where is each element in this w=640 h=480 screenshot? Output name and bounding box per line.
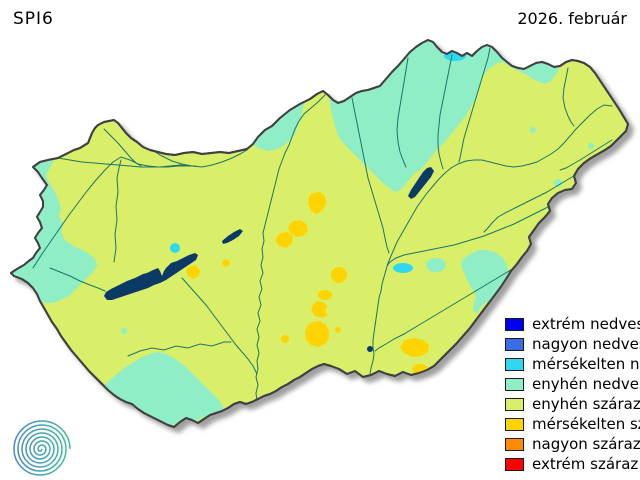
hungaromet-spiral-logo xyxy=(13,420,71,476)
dry-dot xyxy=(222,259,230,267)
legend-item: enyhén nedves xyxy=(505,374,640,394)
legend-item: extrém száraz xyxy=(505,454,640,474)
legend-swatch-extreme-wet xyxy=(505,317,524,331)
legend-label: nagyon nedves xyxy=(532,335,640,353)
river-zagyva xyxy=(351,97,390,254)
dry-patch xyxy=(311,301,328,318)
wet-dot xyxy=(530,127,536,133)
legend-item: extrém nedves xyxy=(505,314,640,334)
river-tisza xyxy=(369,104,613,375)
wet-dot xyxy=(588,143,594,149)
legend-swatch-moderately-dry xyxy=(505,417,524,431)
river-rabca xyxy=(57,157,191,168)
legend-label: extrém nedves xyxy=(532,315,640,333)
legend-swatch-very-wet xyxy=(505,337,524,351)
rivers xyxy=(32,47,613,402)
moderately-wet-dot xyxy=(170,243,180,253)
legend-swatch-very-dry xyxy=(505,437,524,451)
legend-item: mérsékelten sz. xyxy=(505,414,640,434)
legend-swatch-extreme-dry xyxy=(505,457,524,471)
lake-velence xyxy=(222,229,243,244)
legend-item: enyhén száraz xyxy=(505,394,640,414)
river-eger xyxy=(396,57,409,168)
river-zala xyxy=(49,267,106,292)
small-lake-dot xyxy=(367,346,373,352)
moderately-wet-patch xyxy=(393,263,413,273)
legend-label: mérsékelten sz. xyxy=(532,415,640,433)
legend-swatch-slightly-dry xyxy=(505,397,524,411)
river-kapos xyxy=(127,341,232,357)
legend-swatch-moderately-wet xyxy=(505,357,524,371)
dry-dot xyxy=(281,335,289,343)
dry-patch xyxy=(275,232,293,248)
legend-label: enyhén száraz xyxy=(532,395,640,413)
river-hansag-canal xyxy=(103,128,142,167)
river-szamos xyxy=(559,139,613,171)
wet-patch-south xyxy=(103,352,224,427)
river-hernad xyxy=(458,47,491,163)
dry-dot xyxy=(335,327,341,333)
legend-item: nagyon száraz xyxy=(505,434,640,454)
map-date-label: 2026. február xyxy=(517,9,627,28)
river-bodrog xyxy=(562,67,575,127)
river-berettyo xyxy=(483,173,578,233)
legend-label: mérsékelten n. xyxy=(532,355,640,373)
dry-patch xyxy=(308,192,326,214)
wet-patch-north xyxy=(253,40,560,192)
lakes xyxy=(104,167,434,352)
legend-item: nagyon nedves xyxy=(505,334,640,354)
legend-label: nagyon száraz xyxy=(532,435,640,453)
dry-patch xyxy=(400,338,429,357)
legend-label: enyhén nedves xyxy=(532,375,640,393)
dry-patch xyxy=(318,290,332,300)
river-sajo xyxy=(437,54,453,170)
river-sio xyxy=(181,277,258,375)
river-danube xyxy=(255,94,326,402)
map-index-title: SPI6 xyxy=(13,9,54,29)
lake-balaton xyxy=(104,253,198,300)
wet-patch-blob xyxy=(426,258,446,272)
legend-item: mérsékelten n. xyxy=(505,354,640,374)
wet-dot xyxy=(403,383,413,393)
dry-patch xyxy=(288,220,308,237)
legend-label: extrém száraz xyxy=(532,455,639,473)
legend-swatch-slightly-wet xyxy=(505,377,524,391)
spi-legend: extrém nedves nagyon nedves mérsékelten … xyxy=(505,314,640,474)
wet-dot xyxy=(554,179,562,187)
river-marcal xyxy=(113,159,122,263)
lake-tisza xyxy=(408,167,434,199)
dry-patch xyxy=(331,267,347,283)
river-maros xyxy=(374,261,525,352)
river-raba xyxy=(32,156,197,269)
wet-patch-southeast xyxy=(461,250,508,314)
dry-patch xyxy=(305,321,329,347)
wet-dot xyxy=(121,328,127,334)
dry-patch xyxy=(186,265,200,279)
river-mosoni-duna xyxy=(151,149,248,168)
